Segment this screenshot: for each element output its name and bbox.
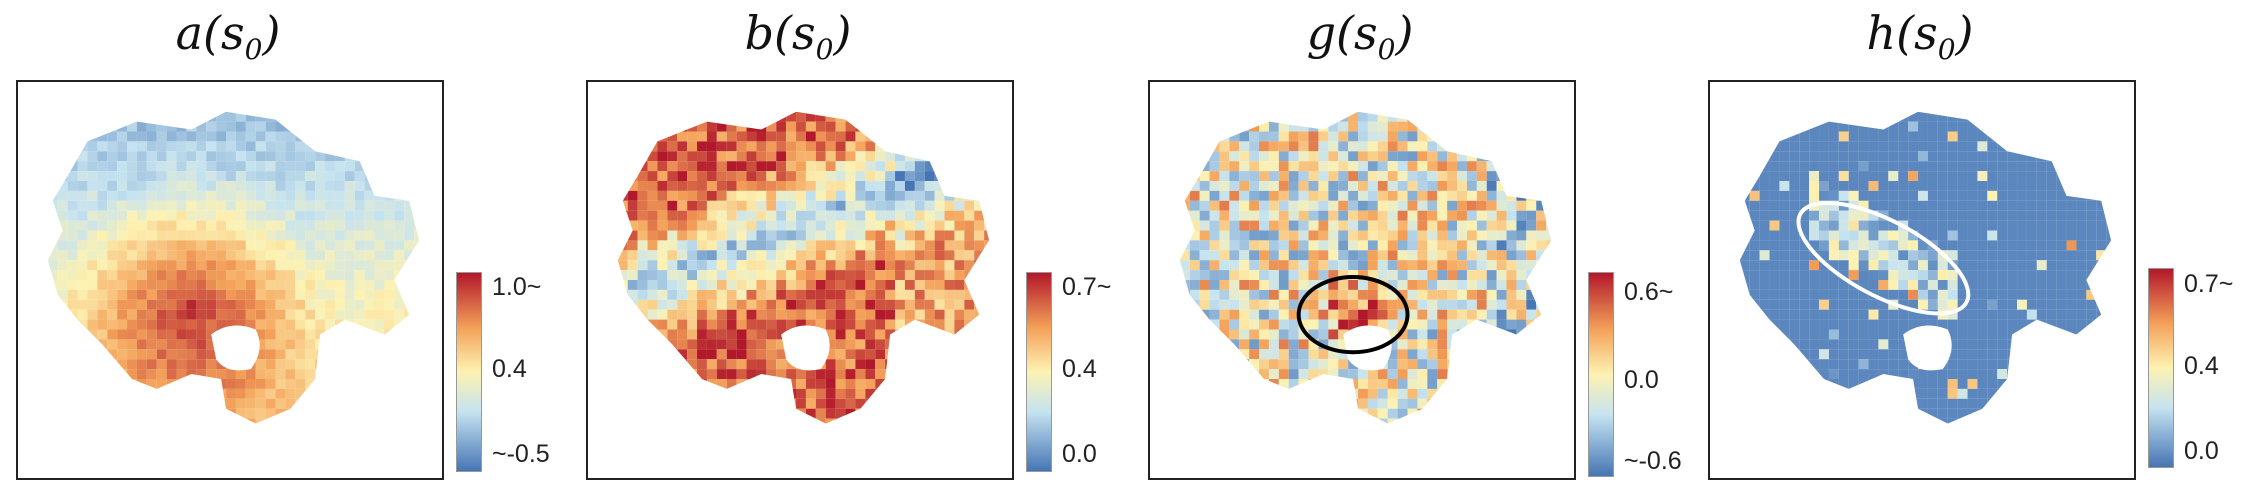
map-h	[1739, 111, 2112, 424]
panel-title-b: b(s0)	[578, 0, 1018, 70]
colorbar-tick-h-top: 0.7~	[2184, 270, 2234, 298]
panel-b: b(s0) 0.7~ 0.4 0.0	[578, 0, 1138, 501]
colorbar-tick-a-bottom: ~-0.5	[492, 440, 550, 468]
map-a	[47, 111, 420, 424]
colorbar-tick-a-top: 1.0~	[492, 273, 542, 301]
map-frame-a	[16, 80, 444, 480]
map-frame-g	[1148, 80, 1576, 480]
panel-g: g(s0) 0.6~ 0.0 ~-0.6	[1140, 0, 1700, 501]
map-frame-b	[586, 80, 1014, 480]
panel-title-h: h(s0)	[1700, 0, 2140, 70]
colorbar-tick-g-mid: 0.0	[1624, 366, 1659, 394]
tokyo-bay	[781, 325, 830, 371]
tokyo-bay	[211, 325, 260, 371]
highlight-ellipse	[1296, 275, 1410, 355]
colorbar-b	[1026, 272, 1052, 472]
panel-a: a(s0) 1.0~ 0.4 ~-0.5	[8, 0, 568, 501]
panel-title-g: g(s0)	[1140, 0, 1580, 70]
map-b	[617, 111, 990, 424]
map-raster	[47, 111, 420, 424]
map-raster	[1739, 111, 2112, 424]
highlight-ellipse	[1796, 200, 1971, 316]
map-g	[1179, 111, 1552, 424]
colorbar-a	[456, 272, 482, 472]
colorbar-tick-h-bottom: 0.0	[2184, 437, 2219, 465]
panel-title-a: a(s0)	[8, 0, 448, 70]
map-raster	[1179, 111, 1552, 424]
map-raster	[617, 111, 990, 424]
colorbar-h	[2148, 268, 2174, 468]
colorbar-g	[1588, 272, 1614, 477]
tokyo-bay	[1343, 325, 1392, 371]
colorbar-tick-b-bottom: 0.0	[1062, 440, 1097, 468]
colorbar-tick-g-bottom: ~-0.6	[1624, 447, 1682, 475]
colorbar-tick-g-top: 0.6~	[1624, 278, 1674, 306]
map-frame-h	[1708, 80, 2136, 480]
panel-h: h(s0) 0.7~ 0.4 0.0	[1700, 0, 2260, 501]
colorbar-tick-a-mid: 0.4	[492, 355, 527, 383]
colorbar-tick-b-top: 0.7~	[1062, 273, 1112, 301]
colorbar-tick-b-mid: 0.4	[1062, 355, 1097, 383]
tokyo-bay	[1903, 325, 1952, 371]
colorbar-tick-h-mid: 0.4	[2184, 352, 2219, 380]
